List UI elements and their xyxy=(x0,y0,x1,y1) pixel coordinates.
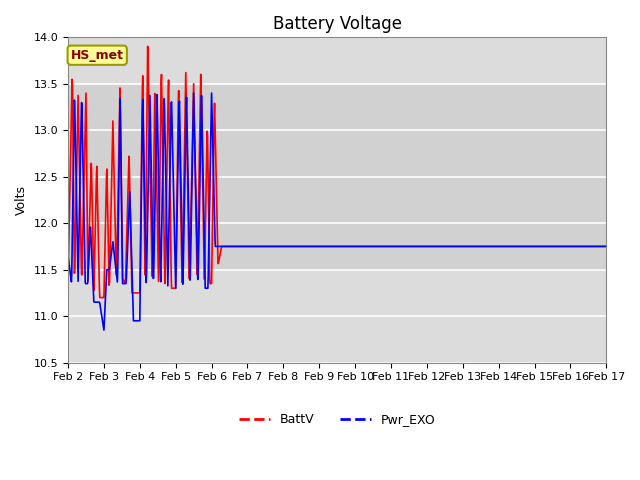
BattV xyxy=(144,44,152,49)
Pwr_EXO xyxy=(190,90,198,96)
Pwr_EXO xyxy=(184,176,192,181)
BattV xyxy=(64,276,72,282)
Text: HS_met: HS_met xyxy=(70,48,124,62)
Title: Battery Voltage: Battery Voltage xyxy=(273,15,402,33)
Pwr_EXO xyxy=(602,243,610,249)
Pwr_EXO xyxy=(244,243,252,249)
Line: BattV: BattV xyxy=(68,47,606,298)
BattV xyxy=(602,243,610,249)
Pwr_EXO xyxy=(539,243,547,249)
BattV xyxy=(492,243,499,249)
Pwr_EXO xyxy=(64,253,72,259)
Pwr_EXO xyxy=(492,243,499,249)
Y-axis label: Volts: Volts xyxy=(15,185,28,215)
Bar xyxy=(68,84,606,270)
BattV xyxy=(96,295,104,300)
BattV xyxy=(172,286,179,291)
BattV xyxy=(244,243,252,249)
BattV xyxy=(421,243,429,249)
BattV xyxy=(539,243,547,249)
Pwr_EXO xyxy=(171,252,179,257)
Pwr_EXO xyxy=(421,243,429,249)
Line: Pwr_EXO: Pwr_EXO xyxy=(68,93,606,330)
Pwr_EXO xyxy=(100,327,108,333)
BattV xyxy=(184,229,192,235)
Legend: BattV, Pwr_EXO: BattV, Pwr_EXO xyxy=(234,408,440,431)
